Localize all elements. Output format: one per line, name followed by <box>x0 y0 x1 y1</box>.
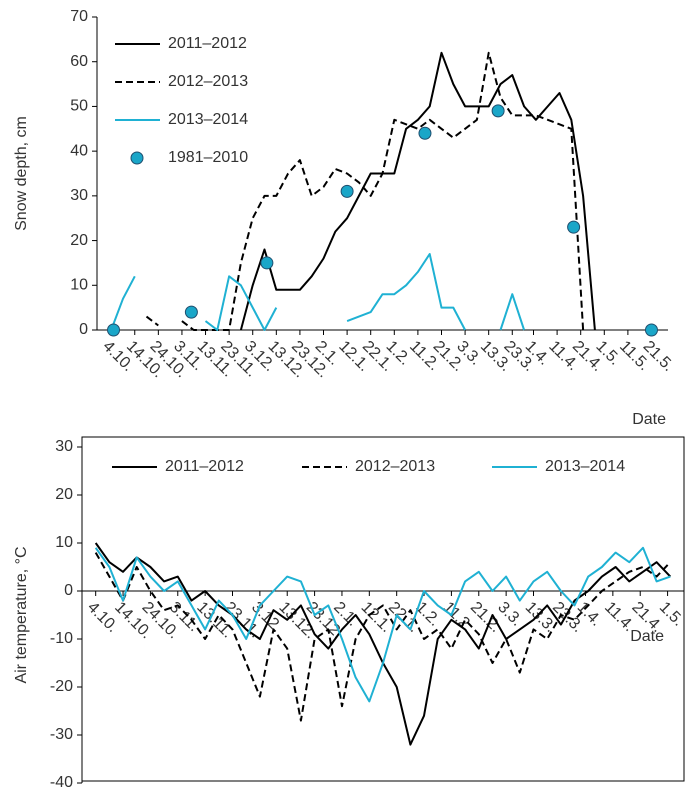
y-tick-label: -20 <box>50 678 73 695</box>
data-point <box>107 323 121 337</box>
x-tick-label: 13.3. <box>522 599 559 636</box>
y-tick-label: 20 <box>55 486 73 503</box>
legend-item: 2011–2012 <box>115 35 247 52</box>
legend-item: 2012–2013 <box>302 458 435 475</box>
y-tick-label: -10 <box>50 630 73 647</box>
y-tick-label: 10 <box>70 277 88 294</box>
legend-label: 2013–2014 <box>168 111 248 128</box>
data-line <box>94 542 672 746</box>
x-axis-label: Date <box>630 628 664 645</box>
y-axis-label: Air temperature, °C <box>13 546 30 683</box>
y-tick-label: 20 <box>70 232 88 249</box>
data-line <box>110 253 526 331</box>
y-tick-label: -30 <box>50 726 73 743</box>
data-point <box>340 184 354 198</box>
y-axis-label: Snow depth, cm <box>13 116 30 231</box>
data-line <box>94 546 671 703</box>
y-tick-label: 70 <box>70 8 88 25</box>
legend-item: 2011–2012 <box>112 458 244 475</box>
data-point <box>491 104 505 118</box>
y-tick-label: 30 <box>55 438 73 455</box>
y-tick-label: -40 <box>50 774 73 791</box>
chart-panel: -40-30-20-1001020304.10.14.10.24.10.3.11… <box>13 436 687 791</box>
y-tick-label: 40 <box>70 142 88 159</box>
data-point <box>418 126 432 140</box>
x-tick-label: 22.1. <box>385 599 422 636</box>
legend-marker <box>130 151 144 165</box>
legend-label: 2012–2013 <box>168 73 248 90</box>
chart-panel: 0102030405060704.10.14.10.24.10.3.11.13.… <box>13 8 677 428</box>
legend-item: 2012–2013 <box>115 73 248 90</box>
y-tick-label: 10 <box>55 534 73 551</box>
legend-label: 2011–2012 <box>168 35 247 52</box>
legend-label: 2011–2012 <box>165 458 244 475</box>
legend-label: 2012–2013 <box>355 458 435 475</box>
x-axis-label: Date <box>632 411 666 428</box>
legend-item: 2013–2014 <box>492 458 625 475</box>
data-line <box>94 552 672 722</box>
y-tick-label: 60 <box>70 53 88 70</box>
y-tick-label: 30 <box>70 187 88 204</box>
data-point <box>184 305 198 319</box>
x-tick-label: 12.1. <box>357 599 394 636</box>
y-tick-label: 0 <box>79 321 88 338</box>
x-tick-label: 4.10. <box>84 599 121 636</box>
data-point <box>260 256 274 270</box>
legend-item: 2013–2014 <box>115 111 248 128</box>
data-point <box>644 323 658 337</box>
legend-label: 2013–2014 <box>545 458 625 475</box>
data-point <box>567 220 581 234</box>
legend-item: 1981–2010 <box>130 149 248 166</box>
data-line <box>239 51 596 331</box>
legend-label: 1981–2010 <box>168 149 248 166</box>
data-line <box>145 51 585 331</box>
y-tick-label: 50 <box>70 98 88 115</box>
y-tick-label: 0 <box>64 582 73 599</box>
